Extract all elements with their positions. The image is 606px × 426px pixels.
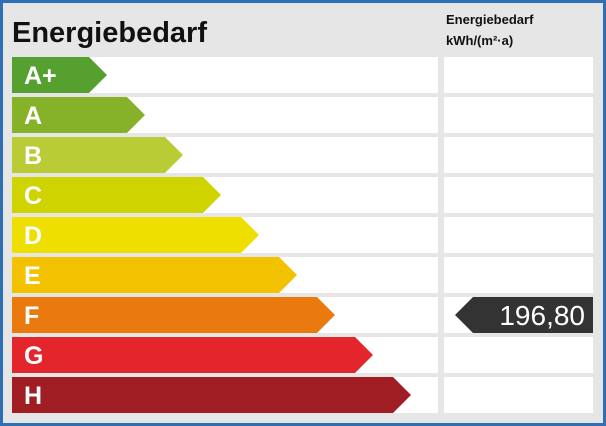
class-label: H <box>24 382 42 410</box>
column-header: kWh/(m²·a) <box>446 33 513 48</box>
class-arrow <box>12 377 411 413</box>
value-cell <box>444 337 593 373</box>
class-label: A <box>24 102 42 130</box>
value-cell <box>444 137 593 173</box>
class-label: E <box>24 262 41 290</box>
value-cell <box>444 57 593 93</box>
class-arrow <box>12 137 183 173</box>
class-label: B <box>24 142 42 170</box>
value-cell <box>444 177 593 213</box>
value-label: 196,80 <box>499 300 585 331</box>
value-cell <box>444 97 593 133</box>
class-arrow <box>12 57 107 93</box>
class-label: C <box>24 182 42 210</box>
class-arrow <box>12 217 259 253</box>
title: Energiebedarf <box>12 17 207 49</box>
class-arrow <box>12 177 221 213</box>
value-cell <box>444 217 593 253</box>
class-arrow <box>12 337 373 373</box>
class-arrow <box>12 297 335 333</box>
class-arrow <box>12 97 145 133</box>
class-arrow <box>12 257 297 293</box>
class-label: A+ <box>24 62 57 90</box>
class-label: G <box>24 342 43 370</box>
value-tag <box>455 297 593 333</box>
value-cell <box>444 377 593 413</box>
value-cell <box>444 257 593 293</box>
column-header: Energiebedarf <box>446 12 534 27</box>
class-label: F <box>24 302 39 330</box>
class-label: D <box>24 222 42 250</box>
